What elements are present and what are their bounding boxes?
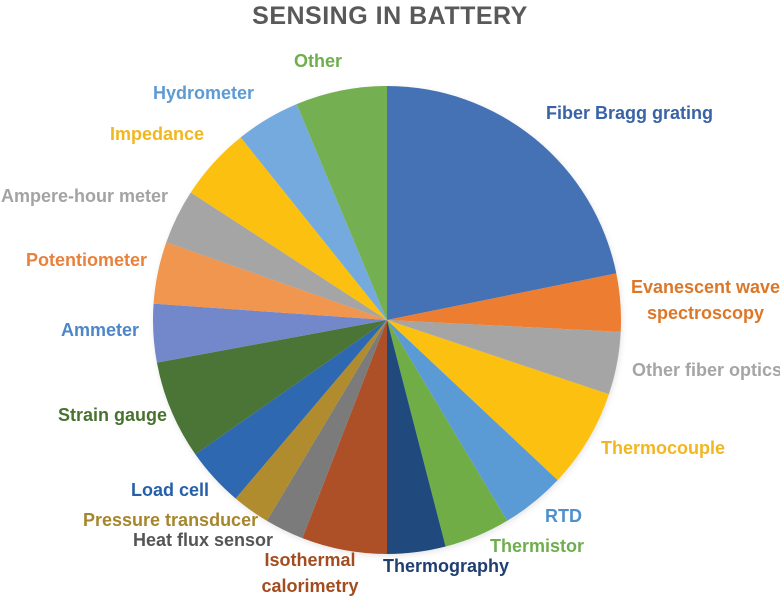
pie-slice-heat-flux-sensor — [266, 320, 387, 539]
slice-label-strain-gauge: Strain gauge — [58, 405, 168, 425]
pie-slice-strain-gauge — [156, 320, 387, 455]
pie-slice-thermography — [387, 320, 446, 554]
pie-slice-ammeter — [153, 303, 387, 363]
pie-slice-other-fiber-optics — [387, 320, 621, 395]
pie-slice-hydrometer — [240, 104, 387, 320]
slice-label-fiber-bragg-grating: Fiber Bragg grating — [546, 103, 714, 123]
slice-label-heat-flux-sensor: Heat flux sensor — [133, 530, 274, 550]
slice-label-potentiometer: Potentiometer — [26, 250, 148, 270]
pie-slice-ampere-hour-meter — [166, 192, 387, 320]
slice-label-thermography: Thermography — [383, 556, 510, 576]
slice-label-ampere-hour-meter: Ampere-hour meter — [1, 186, 169, 206]
pie-slice-load-cell — [195, 320, 387, 499]
slice-label-thermistor: Thermistor — [490, 536, 585, 556]
pie-slice-thermocouple — [387, 320, 609, 481]
slice-label-isothermal-calorimetry: Isothermal calorimetry — [261, 550, 359, 596]
slice-label-other-fiber-optics: Other fiber optics — [632, 360, 780, 380]
pie-slice-impedance — [190, 137, 387, 320]
slice-label-other: Other — [294, 51, 343, 71]
slice-label-thermocouple: Thermocouple — [601, 438, 726, 458]
pie-slices — [153, 86, 621, 554]
pie-slice-pressure-transducer — [235, 320, 387, 521]
slice-label-load-cell: Load cell — [131, 480, 210, 500]
slice-label-pressure-transducer: Pressure transducer — [83, 510, 259, 530]
pie-slice-other — [296, 86, 387, 320]
pie-slice-fiber-bragg-grating — [387, 86, 617, 320]
slice-label-ammeter: Ammeter — [61, 320, 140, 340]
pie-slice-potentiometer — [153, 242, 387, 320]
pie-slice-thermistor — [387, 320, 508, 547]
pie-slice-evanescent-wave-spectroscopy — [387, 273, 621, 332]
pie-slice-isothermal-calorimetry — [302, 320, 387, 554]
slice-label-impedance: Impedance — [110, 124, 205, 144]
slice-label-rtd: RTD — [545, 506, 582, 526]
slice-label-hydrometer: Hydrometer — [153, 83, 255, 103]
slice-label-evanescent-wave-spectroscopy: Evanescent wave spectroscopy — [630, 277, 780, 323]
chart-title: SENSING IN BATTERY — [252, 2, 528, 30]
pie-slice-rtd — [387, 320, 558, 521]
